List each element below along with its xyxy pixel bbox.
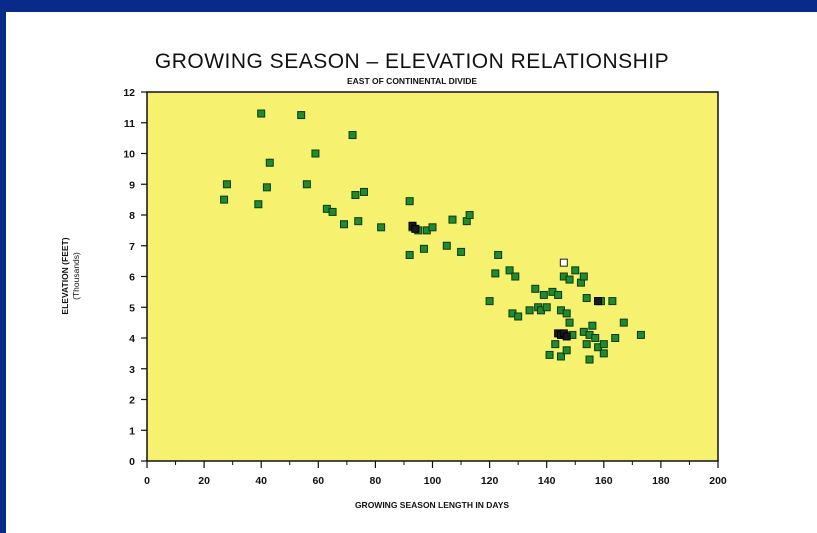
data-point: [579, 272, 588, 281]
y-tick-label: 4: [129, 333, 135, 345]
data-point: [582, 294, 591, 303]
data-point: [405, 197, 414, 206]
data-point: [351, 191, 360, 200]
data-point: [419, 244, 428, 253]
data-point: [565, 275, 574, 284]
data-point: [465, 211, 474, 219]
data-point: [222, 180, 231, 189]
data-point: [562, 309, 571, 318]
data-point: [582, 340, 591, 349]
data-point: [591, 334, 600, 342]
data-point: [494, 250, 503, 259]
data-point: [562, 332, 571, 341]
data-point: [448, 215, 457, 224]
x-tick-label: 20: [198, 475, 210, 487]
data-point: [542, 303, 551, 312]
data-point: [531, 284, 540, 293]
x-tick-label: 160: [595, 475, 613, 487]
y-tick-label: 12: [123, 87, 135, 99]
data-point: [551, 340, 560, 349]
data-point: [265, 158, 274, 167]
data-point: [254, 200, 263, 209]
x-axis-label: GROWING SEASON LENGTH IN DAYS: [355, 500, 509, 510]
data-point: [348, 131, 357, 140]
y-tick-label: 0: [129, 456, 135, 468]
data-point: [328, 207, 337, 216]
y-tick-label: 11: [124, 118, 135, 130]
data-point: [491, 269, 500, 278]
data-point: [599, 349, 608, 358]
y-tick-label: 5: [129, 302, 135, 314]
y-tick-label: 1: [129, 425, 135, 437]
data-point: [354, 217, 363, 226]
data-point: [311, 149, 320, 158]
y-tick-label: 6: [129, 272, 135, 284]
x-tick-label: 60: [312, 475, 324, 487]
data-point: [619, 318, 628, 327]
data-point: [539, 290, 548, 299]
data-points: [220, 109, 645, 364]
data-point: [377, 223, 386, 232]
data-point: [611, 334, 620, 342]
x-tick-label: 140: [538, 475, 556, 487]
plot-area: [146, 91, 719, 462]
x-tick-label: 100: [424, 475, 442, 487]
data-point: [302, 180, 311, 189]
data-point: [545, 350, 554, 359]
y-tick-label: 10: [123, 149, 135, 161]
data-point: [556, 352, 565, 361]
y-tick-label: 8: [129, 210, 135, 222]
data-point: [525, 306, 534, 315]
data-point: [411, 224, 420, 233]
chart-subtitle: EAST OF CONTINENTAL DIVIDE: [347, 76, 477, 86]
data-point: [514, 312, 523, 321]
data-point: [262, 183, 271, 192]
data-point: [442, 241, 451, 250]
data-point: [405, 250, 414, 259]
data-point: [565, 318, 574, 327]
x-tick-label: 120: [481, 475, 499, 487]
x-axis: 0 20 40 60 80 100 120 140 160 180 200: [144, 461, 727, 487]
data-point: [428, 223, 437, 232]
x-tick-label: 80: [370, 475, 382, 487]
y-tick-label: 9: [129, 179, 135, 191]
data-point: [588, 321, 597, 330]
data-point: [505, 266, 514, 275]
data-point: [594, 297, 603, 306]
data-point: [608, 297, 617, 306]
data-point: [571, 266, 580, 275]
x-tick-label: 180: [652, 475, 670, 487]
data-point: [636, 330, 645, 339]
data-point: [562, 346, 571, 355]
data-point: [585, 355, 594, 364]
data-point: [359, 187, 368, 196]
y-tick-label: 2: [129, 395, 135, 407]
y-axis-label: ELEVATION (FEET): [60, 237, 70, 314]
data-point: [339, 220, 348, 229]
data-point: [599, 340, 608, 349]
data-point: [485, 297, 494, 306]
data-point: [297, 111, 306, 120]
x-tick-label: 40: [255, 475, 267, 487]
y-axis-label-units: (Thousands): [71, 252, 81, 300]
y-tick-label: 7: [129, 241, 135, 253]
data-point: [220, 195, 229, 204]
x-tick-label: 200: [709, 475, 727, 487]
data-point: [257, 109, 266, 118]
data-point: [554, 290, 563, 299]
data-point: [511, 272, 520, 281]
y-tick-label: 3: [129, 364, 135, 376]
x-tick-label: 0: [144, 475, 150, 487]
data-point: [559, 258, 568, 267]
data-point: [457, 247, 466, 256]
chart-title: GROWING SEASON – ELEVATION RELATIONSHIP: [155, 50, 669, 73]
